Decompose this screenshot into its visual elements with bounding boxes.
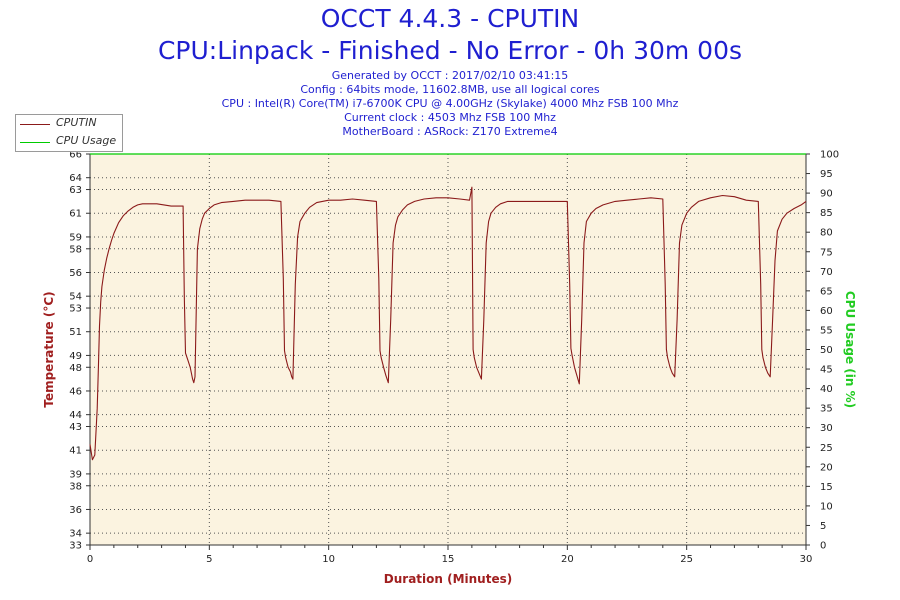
info-config: Config : 64bits mode, 11602.8MB, use all…: [300, 83, 600, 96]
y-tick-label: 38: [69, 481, 82, 492]
legend-swatch-cpu-usage: [20, 142, 50, 143]
y2-tick-label: 80: [820, 228, 833, 239]
x-tick-label: 20: [561, 554, 574, 565]
y-tick-label: 48: [69, 363, 82, 374]
y-tick-label: 63: [69, 185, 82, 196]
y-tick-label: 59: [69, 232, 82, 243]
y-tick-label: 39: [69, 469, 82, 480]
x-tick-label: 25: [680, 554, 693, 565]
info-generated: Generated by OCCT : 2017/02/10 03:41:15: [331, 69, 569, 82]
info-motherboard: MotherBoard : ASRock: Z170 Extreme4: [342, 125, 558, 138]
y-tick-label: 51: [69, 327, 82, 338]
y-tick-label: 34: [69, 529, 82, 540]
y2-tick-label: 65: [820, 286, 833, 297]
y-tick-label: 56: [69, 268, 82, 279]
y-tick-label: 49: [69, 351, 82, 362]
plot-background: [90, 154, 806, 545]
legend: CPUTIN CPU Usage: [15, 114, 123, 152]
y2-tick-label: 55: [820, 325, 833, 336]
y-tick-label: 41: [69, 446, 82, 457]
y2-tick-label: 15: [820, 482, 833, 493]
y-tick-label: 44: [69, 410, 82, 421]
y2-tick-label: 45: [820, 365, 833, 376]
info-cpu: CPU : Intel(R) Core(TM) i7-6700K CPU @ 4…: [221, 97, 679, 110]
y-tick-label: 61: [69, 209, 82, 220]
y2-tick-label: 20: [820, 462, 833, 473]
y2-tick-label: 60: [820, 306, 833, 317]
x-tick-label: 30: [800, 554, 813, 565]
y2-tick-label: 50: [820, 345, 833, 356]
legend-label-cputin: CPUTIN: [56, 116, 97, 129]
info-clock: Current clock : 4503 Mhz FSB 100 Mhz: [344, 111, 556, 124]
y-axis-label: Temperature (°C): [42, 291, 56, 407]
y2-tick-label: 90: [820, 189, 833, 200]
y2-tick-label: 40: [820, 384, 833, 395]
x-axis-label: Duration (Minutes): [384, 572, 512, 586]
x-tick-label: 15: [442, 554, 455, 565]
y2-tick-label: 35: [820, 404, 833, 415]
y2-tick-label: 100: [820, 150, 839, 161]
y-tick-label: 43: [69, 422, 82, 433]
y-tick-label: 53: [69, 304, 82, 315]
y2-tick-label: 95: [820, 169, 833, 180]
chart-title: OCCT 4.4.3 - CPUTIN: [320, 4, 580, 33]
chart-subtitle: CPU:Linpack - Finished - No Error - 0h 3…: [157, 36, 743, 65]
y2-tick-label: 75: [820, 247, 833, 258]
x-tick-label: 10: [322, 554, 335, 565]
y2-tick-label: 25: [820, 443, 833, 454]
x-tick-label: 5: [206, 554, 212, 565]
y2-tick-label: 0: [820, 541, 826, 552]
y-tick-label: 33: [69, 541, 82, 552]
y-tick-label: 36: [69, 505, 82, 516]
y2-tick-label: 30: [820, 423, 833, 434]
y-tick-label: 64: [69, 173, 82, 184]
y2-axis-label: CPU Usage (in %): [843, 291, 857, 408]
y-tick-label: 54: [69, 292, 82, 303]
y-tick-label: 46: [69, 386, 82, 397]
y2-tick-label: 5: [820, 521, 826, 532]
x-tick-label: 0: [87, 554, 93, 565]
y2-tick-label: 85: [820, 208, 833, 219]
y2-tick-label: 10: [820, 501, 833, 512]
y-tick-label: 66: [69, 150, 82, 161]
y2-tick-label: 70: [820, 267, 833, 278]
legend-label-cpu-usage: CPU Usage: [56, 134, 117, 147]
series-line-cputin: [89, 186, 807, 461]
legend-swatch-cputin: [20, 124, 50, 125]
y-tick-label: 58: [69, 244, 82, 255]
